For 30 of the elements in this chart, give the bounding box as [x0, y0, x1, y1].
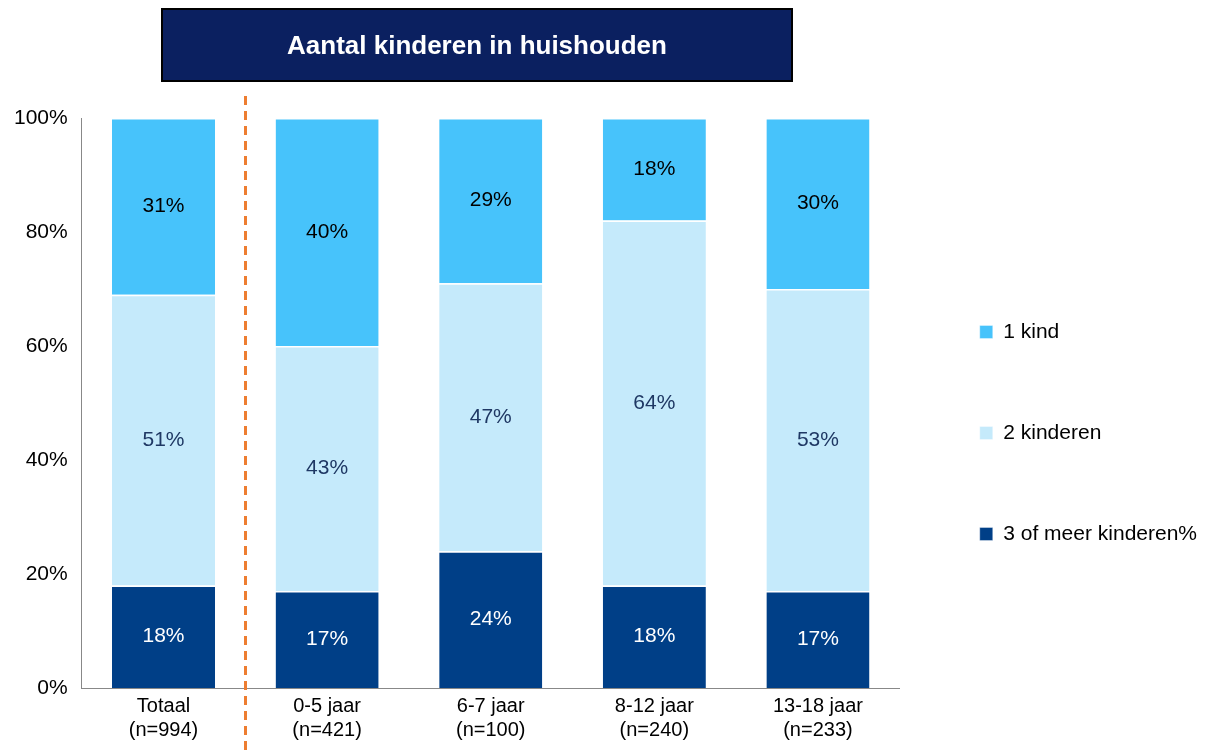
- x-tick-label: 0-5 jaar (n=421): [292, 693, 362, 740]
- data-label: 43%: [306, 455, 349, 479]
- data-label: 18%: [142, 623, 185, 647]
- data-label: 17%: [306, 626, 349, 650]
- data-label: 47%: [469, 404, 512, 428]
- data-label: 18%: [633, 156, 676, 180]
- x-tick-label: 13-18 jaar (n=233): [772, 693, 864, 740]
- data-label: 40%: [306, 218, 349, 242]
- x-tick-label: 8-12 jaar (n=240): [614, 693, 695, 740]
- legend-label: 2 kinderen: [1003, 419, 1102, 443]
- data-label: 53%: [796, 426, 839, 450]
- data-label: 29%: [469, 187, 512, 211]
- data-label: 31%: [142, 193, 185, 217]
- chart-title: Aantal kinderen in huishouden: [161, 8, 793, 82]
- data-label: 17%: [796, 626, 839, 650]
- data-label: 18%: [633, 623, 676, 647]
- legend-label: 3 of meer kinderen%: [1003, 520, 1198, 544]
- data-label: 30%: [796, 190, 839, 214]
- y-tick-label: 40%: [25, 446, 68, 470]
- data-label: 24%: [469, 606, 512, 630]
- y-tick-label: 20%: [25, 560, 68, 584]
- data-label: 51%: [142, 426, 185, 450]
- y-tick-label: 100%: [13, 104, 68, 128]
- y-tick-label: 0%: [37, 674, 68, 698]
- x-tick-label: 6-7 jaar (n=100): [455, 693, 526, 740]
- y-tick-label: 60%: [25, 332, 68, 356]
- y-tick-label: 80%: [25, 218, 68, 242]
- data-label: 64%: [633, 389, 676, 413]
- x-tick-label: Totaal (n=994): [128, 693, 199, 740]
- legend-label: 1 kind: [1003, 318, 1060, 342]
